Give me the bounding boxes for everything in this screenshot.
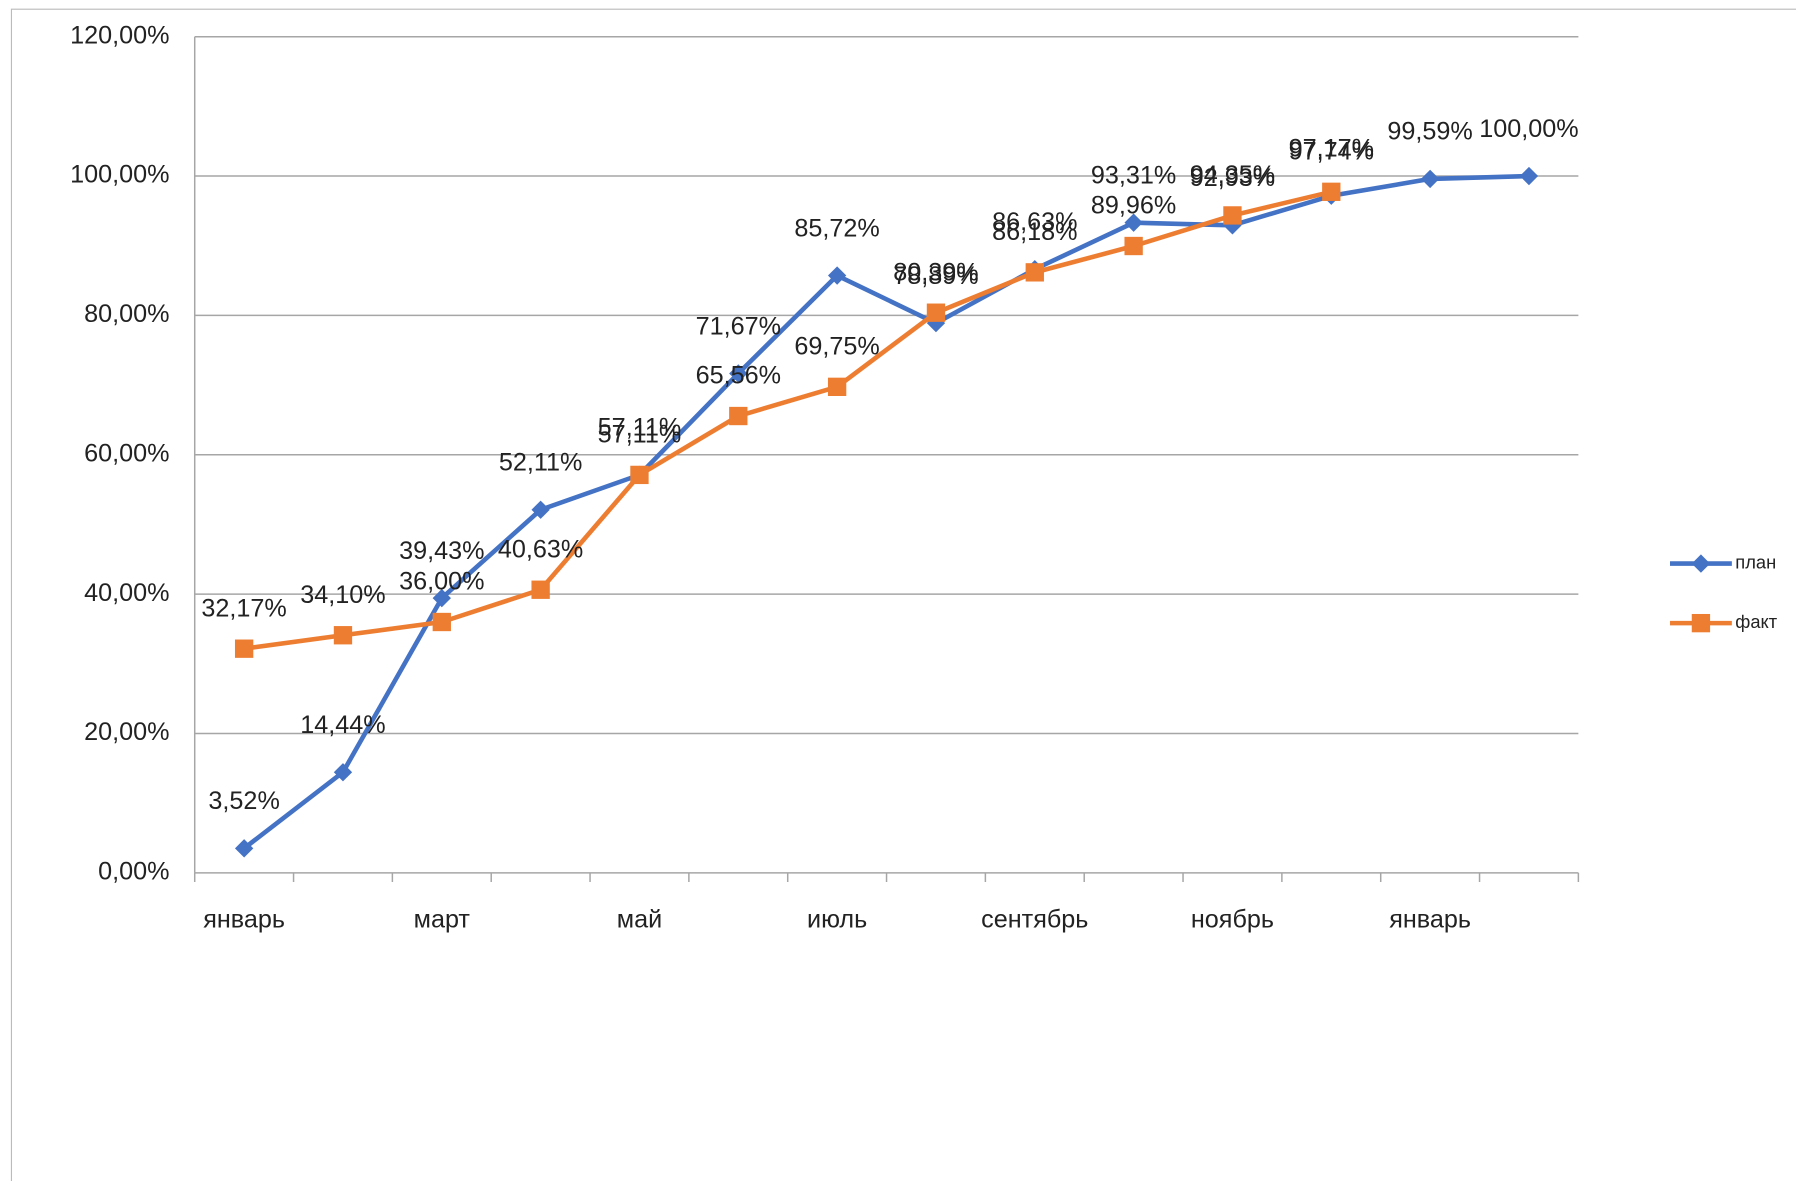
marker <box>432 612 451 632</box>
marker <box>1124 213 1143 232</box>
marker <box>1420 169 1440 189</box>
data-label: 86,18% <box>992 218 1077 246</box>
marker <box>234 639 254 658</box>
data-label: 80,39% <box>893 258 978 286</box>
x-tick-label: январь <box>203 906 285 934</box>
data-label: 89,96% <box>1091 192 1176 220</box>
x-tick-label: сентябрь <box>981 906 1088 934</box>
marker <box>1519 166 1539 186</box>
data-label: 65,56% <box>696 362 781 390</box>
y-tick-label: 20,00% <box>84 718 169 746</box>
marker <box>1025 263 1044 282</box>
data-label: 97,74% <box>1289 138 1374 166</box>
data-label: 57,11% <box>598 414 682 442</box>
marker <box>1322 182 1341 201</box>
legend-label: план <box>1735 551 1776 572</box>
data-label: 3,52% <box>208 787 279 815</box>
x-tick-label: май <box>617 906 662 934</box>
marker <box>827 266 847 285</box>
data-label: 97,17% <box>1289 135 1374 163</box>
marker <box>531 500 550 519</box>
marker <box>630 465 649 485</box>
marker <box>926 303 946 322</box>
marker <box>729 406 748 426</box>
marker <box>1691 554 1711 573</box>
marker <box>333 763 353 782</box>
y-tick-label: 60,00% <box>84 439 169 467</box>
marker <box>432 588 451 608</box>
data-label: 99,59% <box>1387 118 1472 146</box>
marker <box>333 626 353 645</box>
data-label: 78,89% <box>893 262 978 290</box>
data-label: 32,17% <box>201 594 286 622</box>
x-tick-label: июль <box>807 906 867 934</box>
marker <box>827 377 847 396</box>
series-line <box>242 173 1530 851</box>
data-label: 93,31% <box>1091 162 1176 190</box>
data-label: 40,63% <box>498 535 583 563</box>
data-label: 94,35% <box>1190 161 1275 189</box>
data-label: 71,67% <box>696 312 781 340</box>
x-tick-label: ноябрь <box>1191 906 1274 934</box>
marker <box>1223 206 1242 225</box>
data-label: 39,43% <box>399 537 484 565</box>
data-label: 34,10% <box>300 581 385 609</box>
y-tick-label: 100,00% <box>70 161 169 189</box>
y-tick-label: 80,00% <box>84 300 169 328</box>
x-tick-label: январь <box>1389 906 1471 934</box>
x-tick-label: март <box>414 906 471 934</box>
y-tick-label: 0,00% <box>98 857 169 885</box>
marker <box>1691 613 1711 633</box>
marker <box>531 580 550 599</box>
legend-label: факт <box>1735 611 1777 632</box>
data-label: 100,00% <box>1479 115 1578 143</box>
data-label: 85,72% <box>794 214 879 242</box>
marker <box>234 839 254 858</box>
data-label: 36,00% <box>399 568 484 596</box>
y-tick-label: 40,00% <box>84 579 169 607</box>
data-label: 52,11% <box>499 449 583 477</box>
series-line <box>243 189 1332 651</box>
data-label: 86,63% <box>992 208 1077 236</box>
chart-border <box>10 8 1796 1181</box>
data-label: 92,93% <box>1190 164 1275 192</box>
marker <box>1124 236 1143 256</box>
data-label: 14,44% <box>300 711 385 739</box>
data-label: 57,11% <box>598 421 682 449</box>
y-tick-label: 120,00% <box>70 21 169 49</box>
data-label: 69,75% <box>794 333 879 361</box>
